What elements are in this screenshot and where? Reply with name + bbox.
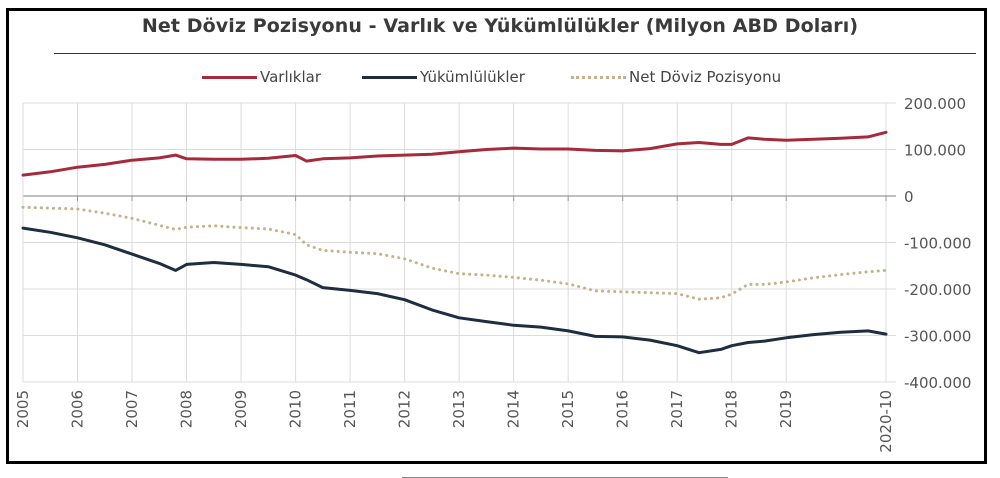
chart-legend: Varlıklar Yükümlülükler Net Döviz Pozisy… xyxy=(0,68,1000,90)
legend-label-yukumlulukler: Yükümlülükler xyxy=(420,68,525,86)
legend-swatch-varliklar xyxy=(202,75,257,79)
legend-item-net-doviz[interactable]: Net Döviz Pozisyonu xyxy=(571,68,781,86)
series-line-net-doviz-pozisyonu xyxy=(21,205,888,301)
legend-label-net-doviz: Net Döviz Pozisyonu xyxy=(629,68,782,86)
y-tick-label: 0 xyxy=(904,188,914,206)
x-axis-labels: 2005 2006 2007 2008 2009 2010 2011 2012 2013 2014… xyxy=(14,390,895,453)
y-tick-label: -200.000 xyxy=(904,281,971,299)
x-tick-label: 2017 xyxy=(668,390,686,428)
x-tick-label: 2006 xyxy=(69,390,87,428)
x-tick-label: 2019 xyxy=(777,390,795,428)
grid-lines xyxy=(22,102,896,383)
x-tick-label: 2015 xyxy=(559,390,577,428)
y-tick-label: -300.000 xyxy=(904,328,971,346)
x-tick-label: 2013 xyxy=(450,390,468,428)
y-tick-label: -100.000 xyxy=(904,235,971,253)
y-tick-label: 200.000 xyxy=(904,95,966,113)
y-tick-label: 100.000 xyxy=(904,142,966,160)
legend-swatch-yukumlulukler xyxy=(362,75,417,79)
x-tick-label: 2005 xyxy=(14,390,32,428)
legend-item-varliklar[interactable]: Varlıklar xyxy=(202,68,321,86)
chart-frame xyxy=(6,8,987,464)
x-tick-label: 2007 xyxy=(123,390,141,428)
legend-label-varliklar: Varlıklar xyxy=(260,68,322,86)
x-tick-label: 2018 xyxy=(723,390,741,428)
x-tick-label: 2008 xyxy=(178,390,196,428)
x-tick-label: 2020-10 xyxy=(877,390,895,453)
legend-item-yukumlulukler[interactable]: Yükümlülükler xyxy=(362,68,525,86)
x-tick-label: 2016 xyxy=(614,390,632,428)
legend-swatch-net-doviz xyxy=(571,75,626,79)
y-tick-label: -400.000 xyxy=(904,374,971,392)
title-divider xyxy=(54,53,976,54)
x-tick-label: 2009 xyxy=(232,390,250,428)
x-tick-label: 2012 xyxy=(396,390,414,428)
series-line-yukumlulukler xyxy=(21,226,888,355)
x-tick-label: 2011 xyxy=(341,390,359,428)
x-tick-label: 2014 xyxy=(505,390,523,428)
chart-title: Net Döviz Pozisyonu - Varlık ve Yükümlül… xyxy=(141,15,859,37)
series-lines xyxy=(21,130,888,355)
x-tick-label: 2010 xyxy=(287,390,305,428)
y-axis-labels: 200.000 100.000 0 -100.000 -200.000 -300.000 -… xyxy=(904,95,971,392)
series-line-varliklar xyxy=(21,130,888,177)
